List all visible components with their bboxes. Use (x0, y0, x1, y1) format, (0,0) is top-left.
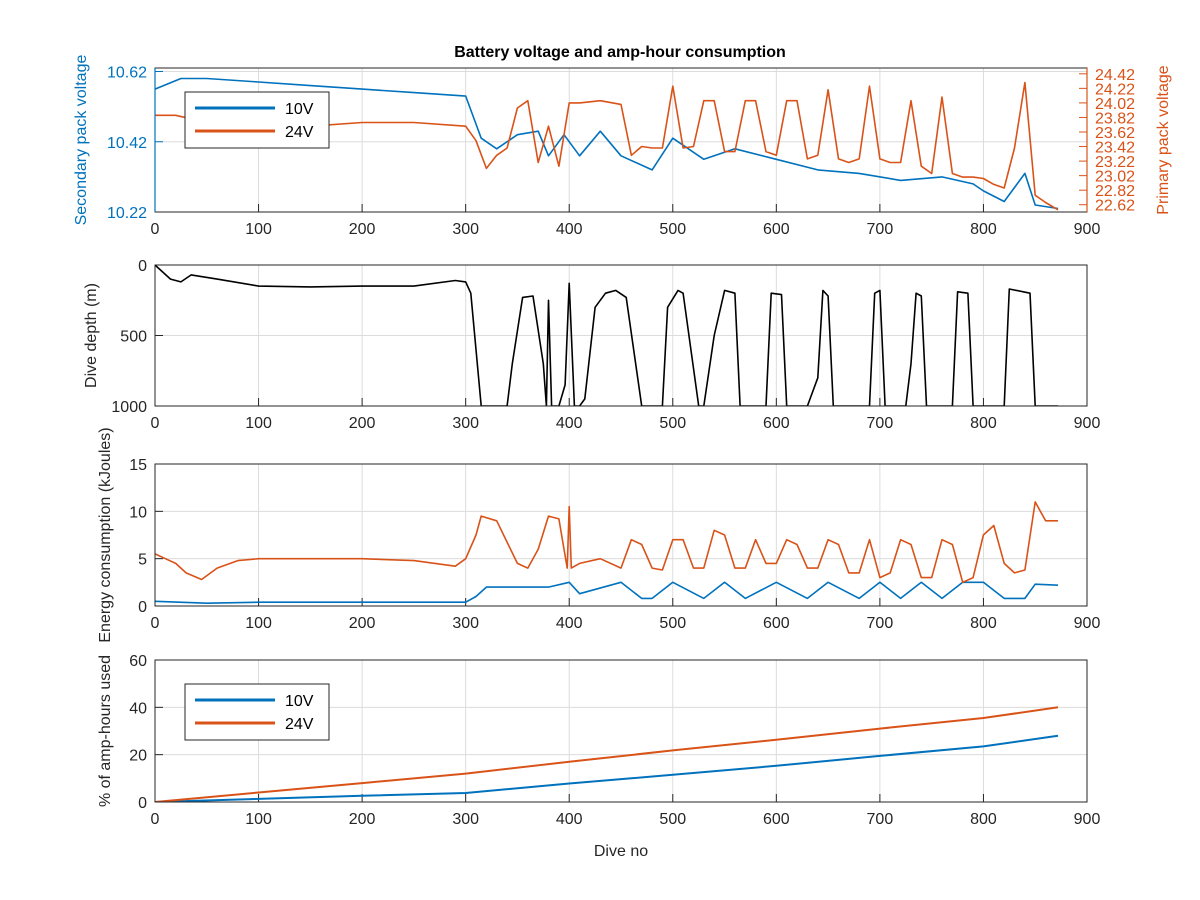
panels: 0 100 200 300 400 500 600 700 800 90010.2210.4210… (73, 55, 1172, 860)
x-tick-label: 200 (349, 811, 376, 828)
y-right-tick-label: 24.22 (1095, 81, 1135, 98)
x-tick-label: 700 (867, 811, 894, 828)
x-tick-label: 900 (1074, 811, 1101, 828)
x-tick-label: 0 (151, 811, 160, 828)
legend-box (184, 683, 330, 741)
x-tick-label: 800 (970, 415, 997, 432)
y-right-tick-label: 23.42 (1095, 140, 1135, 157)
x-tick-label: 0 (151, 615, 160, 632)
x-tick-label: 900 (1074, 615, 1101, 632)
series-line-10v (155, 77, 1059, 210)
x-tick-label: 800 (970, 221, 997, 238)
y-right-tick-label: 22.62 (1095, 198, 1135, 215)
y-right-tick-label: 24.02 (1095, 96, 1135, 113)
y-right-tick-label: 22.82 (1095, 183, 1135, 200)
y-tick-label: 5 (138, 552, 147, 569)
legend-box (184, 91, 330, 149)
y-tick-label: 10.22 (107, 205, 147, 222)
x-tick-label: 600 (763, 415, 790, 432)
x-tick-label: 0 (151, 415, 160, 432)
x-tick-label: 800 (970, 811, 997, 828)
axes-frame (154, 264, 1088, 407)
y-tick-label: 60 (129, 653, 147, 670)
y-right-axis-label: Primary pack voltage (1155, 65, 1172, 214)
x-tick-label: 300 (452, 615, 479, 632)
y-tick-label: 10 (129, 504, 147, 521)
panel-depth: 0 100 200 300 400 500 600 700 800 900 0 500 1000 Dive… (83, 258, 1100, 432)
x-tick-label: 700 (867, 221, 894, 238)
legend-label: 10V (285, 693, 314, 710)
figure-title: Battery voltage and amp-hour consumption (454, 44, 786, 61)
x-tick-label: 500 (659, 615, 686, 632)
x-tick-label: 400 (556, 415, 583, 432)
series-line-24v (155, 81, 1059, 211)
y-right-tick-label: 23.82 (1095, 110, 1135, 127)
y-right-tick-label: 23.22 (1095, 154, 1135, 171)
y-tick-label: 1000 (111, 399, 147, 416)
x-tick-label: 300 (452, 415, 479, 432)
y-axis-label: Secondary pack voltage (73, 55, 90, 226)
x-tick-label: 600 (763, 811, 790, 828)
x-tick-label: 500 (659, 221, 686, 238)
axes-frame (154, 463, 1088, 607)
y-axis-label: % of amp-hours used (97, 655, 114, 807)
axes-frame (154, 659, 1088, 803)
x-tick-label: 100 (245, 221, 272, 238)
y-tick-label: 20 (129, 748, 147, 765)
x-tick-label: 600 (763, 615, 790, 632)
y-tick-label: 0 (138, 795, 147, 812)
x-tick-label: 300 (452, 221, 479, 238)
x-tick-label: 200 (349, 615, 376, 632)
panel-amphours: 0 100 200 300 400 500 600 700 800 900 0 20 40 60 % of … (97, 653, 1100, 860)
series-line-24v (155, 706, 1059, 802)
x-tick-label: 900 (1074, 415, 1101, 432)
y-right-tick-label: 23.62 (1095, 125, 1135, 142)
x-tick-label: 100 (245, 615, 272, 632)
y-tick-label: 15 (129, 457, 147, 474)
x-tick-label: 100 (245, 811, 272, 828)
x-tick-label: 900 (1074, 221, 1101, 238)
x-tick-label: 200 (349, 415, 376, 432)
panel-voltage: 0 100 200 300 400 500 600 700 800 900 10.22 10.42 10… (73, 55, 1172, 238)
x-tick-label: 0 (151, 221, 160, 238)
series-line-10v (155, 734, 1059, 802)
y-tick-label: 0 (138, 599, 147, 616)
y-right-tick-label: 23.02 (1095, 169, 1135, 186)
x-tick-label: 400 (556, 615, 583, 632)
x-tick-label: 100 (245, 415, 272, 432)
legend-label: 24V (285, 124, 314, 141)
x-tick-label: 400 (556, 221, 583, 238)
x-tick-label: 700 (867, 615, 894, 632)
y-tick-label: 40 (129, 700, 147, 717)
y-tick-label: 10.42 (107, 135, 147, 152)
x-tick-label: 300 (452, 811, 479, 828)
legend-label: 10V (285, 101, 314, 118)
plot-area (155, 464, 1087, 606)
x-tick-label: 500 (659, 415, 686, 432)
y-right-tick-label: 24.42 (1095, 67, 1135, 84)
series-line-24v (155, 501, 1058, 584)
x-tick-label: 500 (659, 811, 686, 828)
x-tick-label: 800 (970, 615, 997, 632)
panel-energy: 0 100 200 300 400 500 600 700 800 900 0 5 10 15 Energy… (97, 427, 1100, 642)
legend-label: 24V (285, 716, 314, 733)
y-axis-label: Dive depth (m) (83, 283, 100, 388)
x-tick-label: 200 (349, 221, 376, 238)
x-tick-label: 400 (556, 811, 583, 828)
y-tick-label: 0 (138, 258, 147, 275)
y-tick-label: 500 (120, 329, 147, 346)
x-tick-label: 600 (763, 221, 790, 238)
series-line-depth (155, 265, 1058, 406)
x-axis-label: Dive no (594, 843, 648, 860)
y-tick-label: 10.62 (107, 65, 147, 82)
x-tick-label: 700 (867, 415, 894, 432)
y-axis-label: Energy consumption (kJoules) (97, 427, 114, 642)
